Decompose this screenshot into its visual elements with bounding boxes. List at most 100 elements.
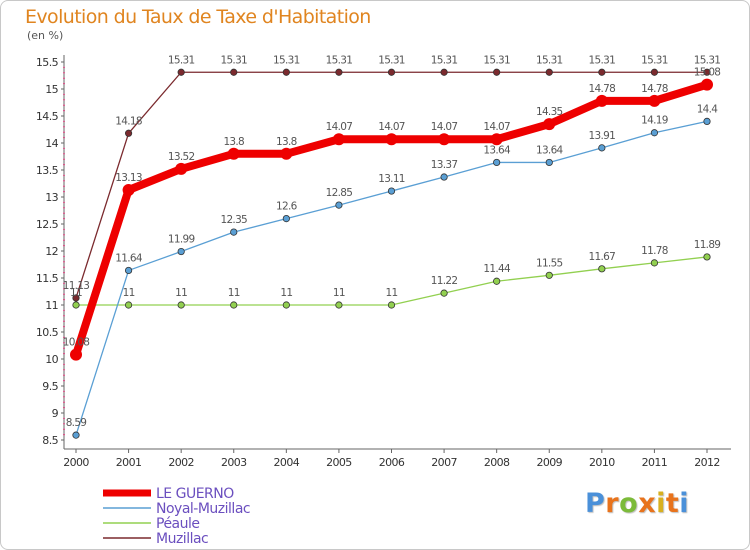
y-minor-tick bbox=[63, 126, 65, 128]
legend-label: Muzillac bbox=[156, 531, 208, 547]
data-point bbox=[230, 228, 238, 236]
data-label: 14.19 bbox=[641, 115, 668, 127]
data-label: 11.44 bbox=[483, 263, 511, 275]
series-noyal-muzillac: 8.59 11.64 11.99 12.35 12.6 12.85 13.11 13.37 13… bbox=[66, 103, 719, 439]
y-minor-tick bbox=[63, 174, 65, 177]
data-point bbox=[335, 68, 343, 76]
y-minor-tick bbox=[63, 282, 65, 285]
y-tick-label: 12.5 bbox=[36, 218, 59, 231]
data-label: 15.31 bbox=[273, 54, 300, 66]
legend-label: LE GUERNO bbox=[156, 486, 234, 502]
y-minor-tick bbox=[63, 99, 65, 101]
y-minor-tick bbox=[63, 136, 65, 139]
data-point bbox=[335, 201, 343, 209]
y-minor-tick bbox=[63, 147, 65, 150]
data-point bbox=[282, 301, 290, 309]
y-minor-tick bbox=[63, 406, 65, 409]
y-minor-tick bbox=[63, 261, 65, 263]
data-point bbox=[227, 147, 240, 160]
series-p-aule: 11 11 11 11 11 11 11 11.22 11.44 11.55 11.67 11.78 1… bbox=[70, 239, 721, 309]
y-minor-tick bbox=[63, 390, 65, 393]
y-minor-tick bbox=[63, 207, 65, 209]
y-tick-label: 10.5 bbox=[36, 326, 59, 339]
chart-title: Evolution du Taux de Taxe d'Habitation bbox=[25, 6, 371, 28]
data-point bbox=[703, 68, 711, 76]
data-label: 13.64 bbox=[536, 144, 564, 156]
data-label: 11.67 bbox=[589, 251, 616, 263]
y-minor-tick bbox=[63, 228, 65, 231]
series-le-guerno: 10.08 13.13 13.52 13.8 13.8 14.07 14.07 14.07 14… bbox=[63, 67, 721, 361]
y-minor-tick bbox=[63, 255, 65, 258]
data-point bbox=[598, 144, 606, 152]
data-label: 11.99 bbox=[168, 234, 195, 246]
x-tick-label: 2006 bbox=[379, 456, 405, 469]
y-tick-label: 11 bbox=[45, 299, 58, 312]
data-label: 11 bbox=[280, 287, 292, 299]
y-minor-tick bbox=[63, 234, 65, 236]
y-minor-tick bbox=[63, 423, 65, 425]
data-point bbox=[230, 301, 238, 309]
series-line bbox=[75, 120, 708, 436]
y-tick-label: 10 bbox=[45, 353, 58, 366]
legend-item: Muzillac bbox=[103, 531, 209, 547]
y-minor-tick bbox=[63, 120, 65, 123]
y-tick-label: 15.5 bbox=[36, 56, 59, 69]
data-point bbox=[493, 68, 501, 76]
y-minor-tick bbox=[63, 190, 65, 193]
data-label: 12.85 bbox=[326, 187, 353, 199]
data-label: 15.31 bbox=[694, 54, 721, 66]
y-tick-label: 14 bbox=[45, 137, 58, 150]
data-label: 13.8 bbox=[276, 136, 297, 148]
legend-item: Péaule bbox=[103, 516, 200, 532]
data-label: 14.07 bbox=[483, 121, 510, 133]
y-tick-label: 9 bbox=[52, 407, 59, 420]
y-minor-tick bbox=[63, 180, 65, 182]
data-point bbox=[335, 301, 343, 309]
data-label: 11 bbox=[228, 287, 240, 299]
data-point bbox=[124, 129, 133, 137]
series-layer: 11.13 14.18 15.31 15.31 15.31 15.31 15.31 15.31… bbox=[63, 54, 721, 439]
data-point bbox=[438, 133, 451, 146]
data-label: 15.31 bbox=[589, 54, 616, 66]
data-label: 11.64 bbox=[115, 252, 143, 264]
data-label: 15.31 bbox=[483, 54, 510, 66]
data-label: 11.89 bbox=[694, 239, 721, 251]
data-label: 13.52 bbox=[168, 151, 195, 163]
data-label: 15.31 bbox=[168, 54, 195, 66]
y-minor-tick bbox=[63, 72, 65, 74]
y-tick-label: 14.5 bbox=[36, 110, 59, 123]
y-minor-tick bbox=[63, 363, 65, 366]
x-tick-label: 2002 bbox=[168, 456, 194, 469]
y-minor-tick bbox=[63, 288, 65, 290]
data-point bbox=[282, 215, 290, 223]
data-point bbox=[70, 348, 82, 361]
y-minor-tick bbox=[63, 433, 65, 436]
y-minor-tick bbox=[63, 374, 65, 377]
y-minor-tick bbox=[63, 153, 65, 155]
data-label: 15.31 bbox=[220, 54, 247, 66]
y-minor-tick bbox=[63, 417, 65, 420]
data-point bbox=[595, 94, 608, 107]
x-tick-label: 2000 bbox=[63, 456, 89, 469]
y-minor-tick bbox=[63, 293, 65, 296]
y-tick-label: 15 bbox=[45, 83, 58, 96]
data-point bbox=[387, 301, 396, 309]
y-tick-label: 13.5 bbox=[36, 164, 59, 177]
data-point bbox=[124, 301, 133, 309]
data-label: 15.08 bbox=[694, 67, 721, 79]
data-point bbox=[493, 277, 501, 285]
y-minor-tick bbox=[63, 82, 65, 85]
data-point bbox=[493, 158, 501, 167]
data-point bbox=[440, 173, 448, 181]
x-tick-label: 2005 bbox=[326, 456, 352, 469]
y-minor-tick bbox=[63, 352, 65, 355]
legend-item: LE GUERNO bbox=[103, 486, 235, 502]
data-label: 14.18 bbox=[115, 115, 142, 127]
data-label: 11 bbox=[123, 287, 135, 299]
y-minor-tick bbox=[63, 109, 65, 112]
x-tick-label: 2012 bbox=[694, 456, 720, 469]
y-minor-tick bbox=[63, 93, 65, 96]
